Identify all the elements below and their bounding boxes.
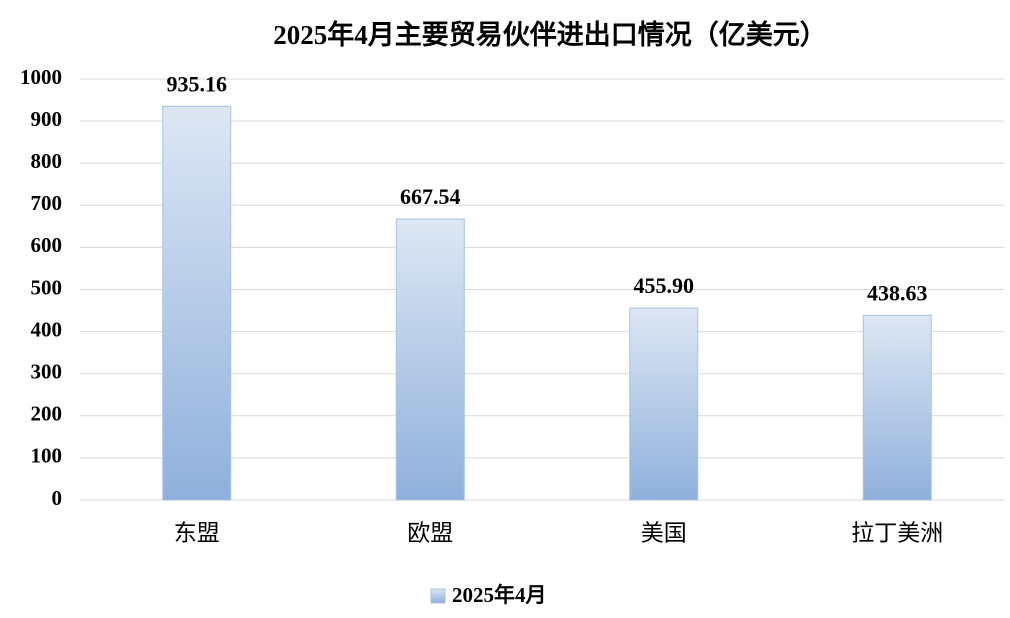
y-tick-label: 200	[31, 402, 63, 426]
y-tick-label: 0	[52, 486, 63, 510]
y-tick-label: 900	[31, 107, 63, 131]
x-tick-label: 美国	[641, 520, 687, 545]
legend-swatch	[430, 588, 446, 604]
chart-title: 2025年4月主要贸易伙伴进出口情况（亿美元）	[273, 19, 827, 50]
data-label: 667.54	[400, 184, 461, 209]
data-label: 455.90	[634, 273, 695, 298]
x-tick-label: 欧盟	[407, 520, 453, 545]
y-tick-label: 500	[31, 275, 63, 299]
bar	[629, 307, 699, 501]
bar	[162, 105, 232, 501]
y-tick-label: 100	[31, 444, 63, 468]
bar	[395, 218, 465, 501]
y-tick-label: 800	[31, 149, 63, 173]
y-tick-label: 1000	[20, 65, 62, 89]
y-tick-label: 700	[31, 191, 63, 215]
x-tick-label: 东盟	[174, 520, 220, 545]
data-label: 438.63	[867, 280, 928, 305]
y-tick-label: 600	[31, 233, 63, 257]
x-tick-label: 拉丁美洲	[851, 520, 943, 545]
legend-label: 2025年4月	[452, 583, 547, 607]
data-label: 935.16	[167, 71, 228, 96]
y-tick-label: 400	[31, 317, 63, 341]
bar	[862, 314, 932, 501]
y-tick-label: 300	[31, 360, 63, 384]
